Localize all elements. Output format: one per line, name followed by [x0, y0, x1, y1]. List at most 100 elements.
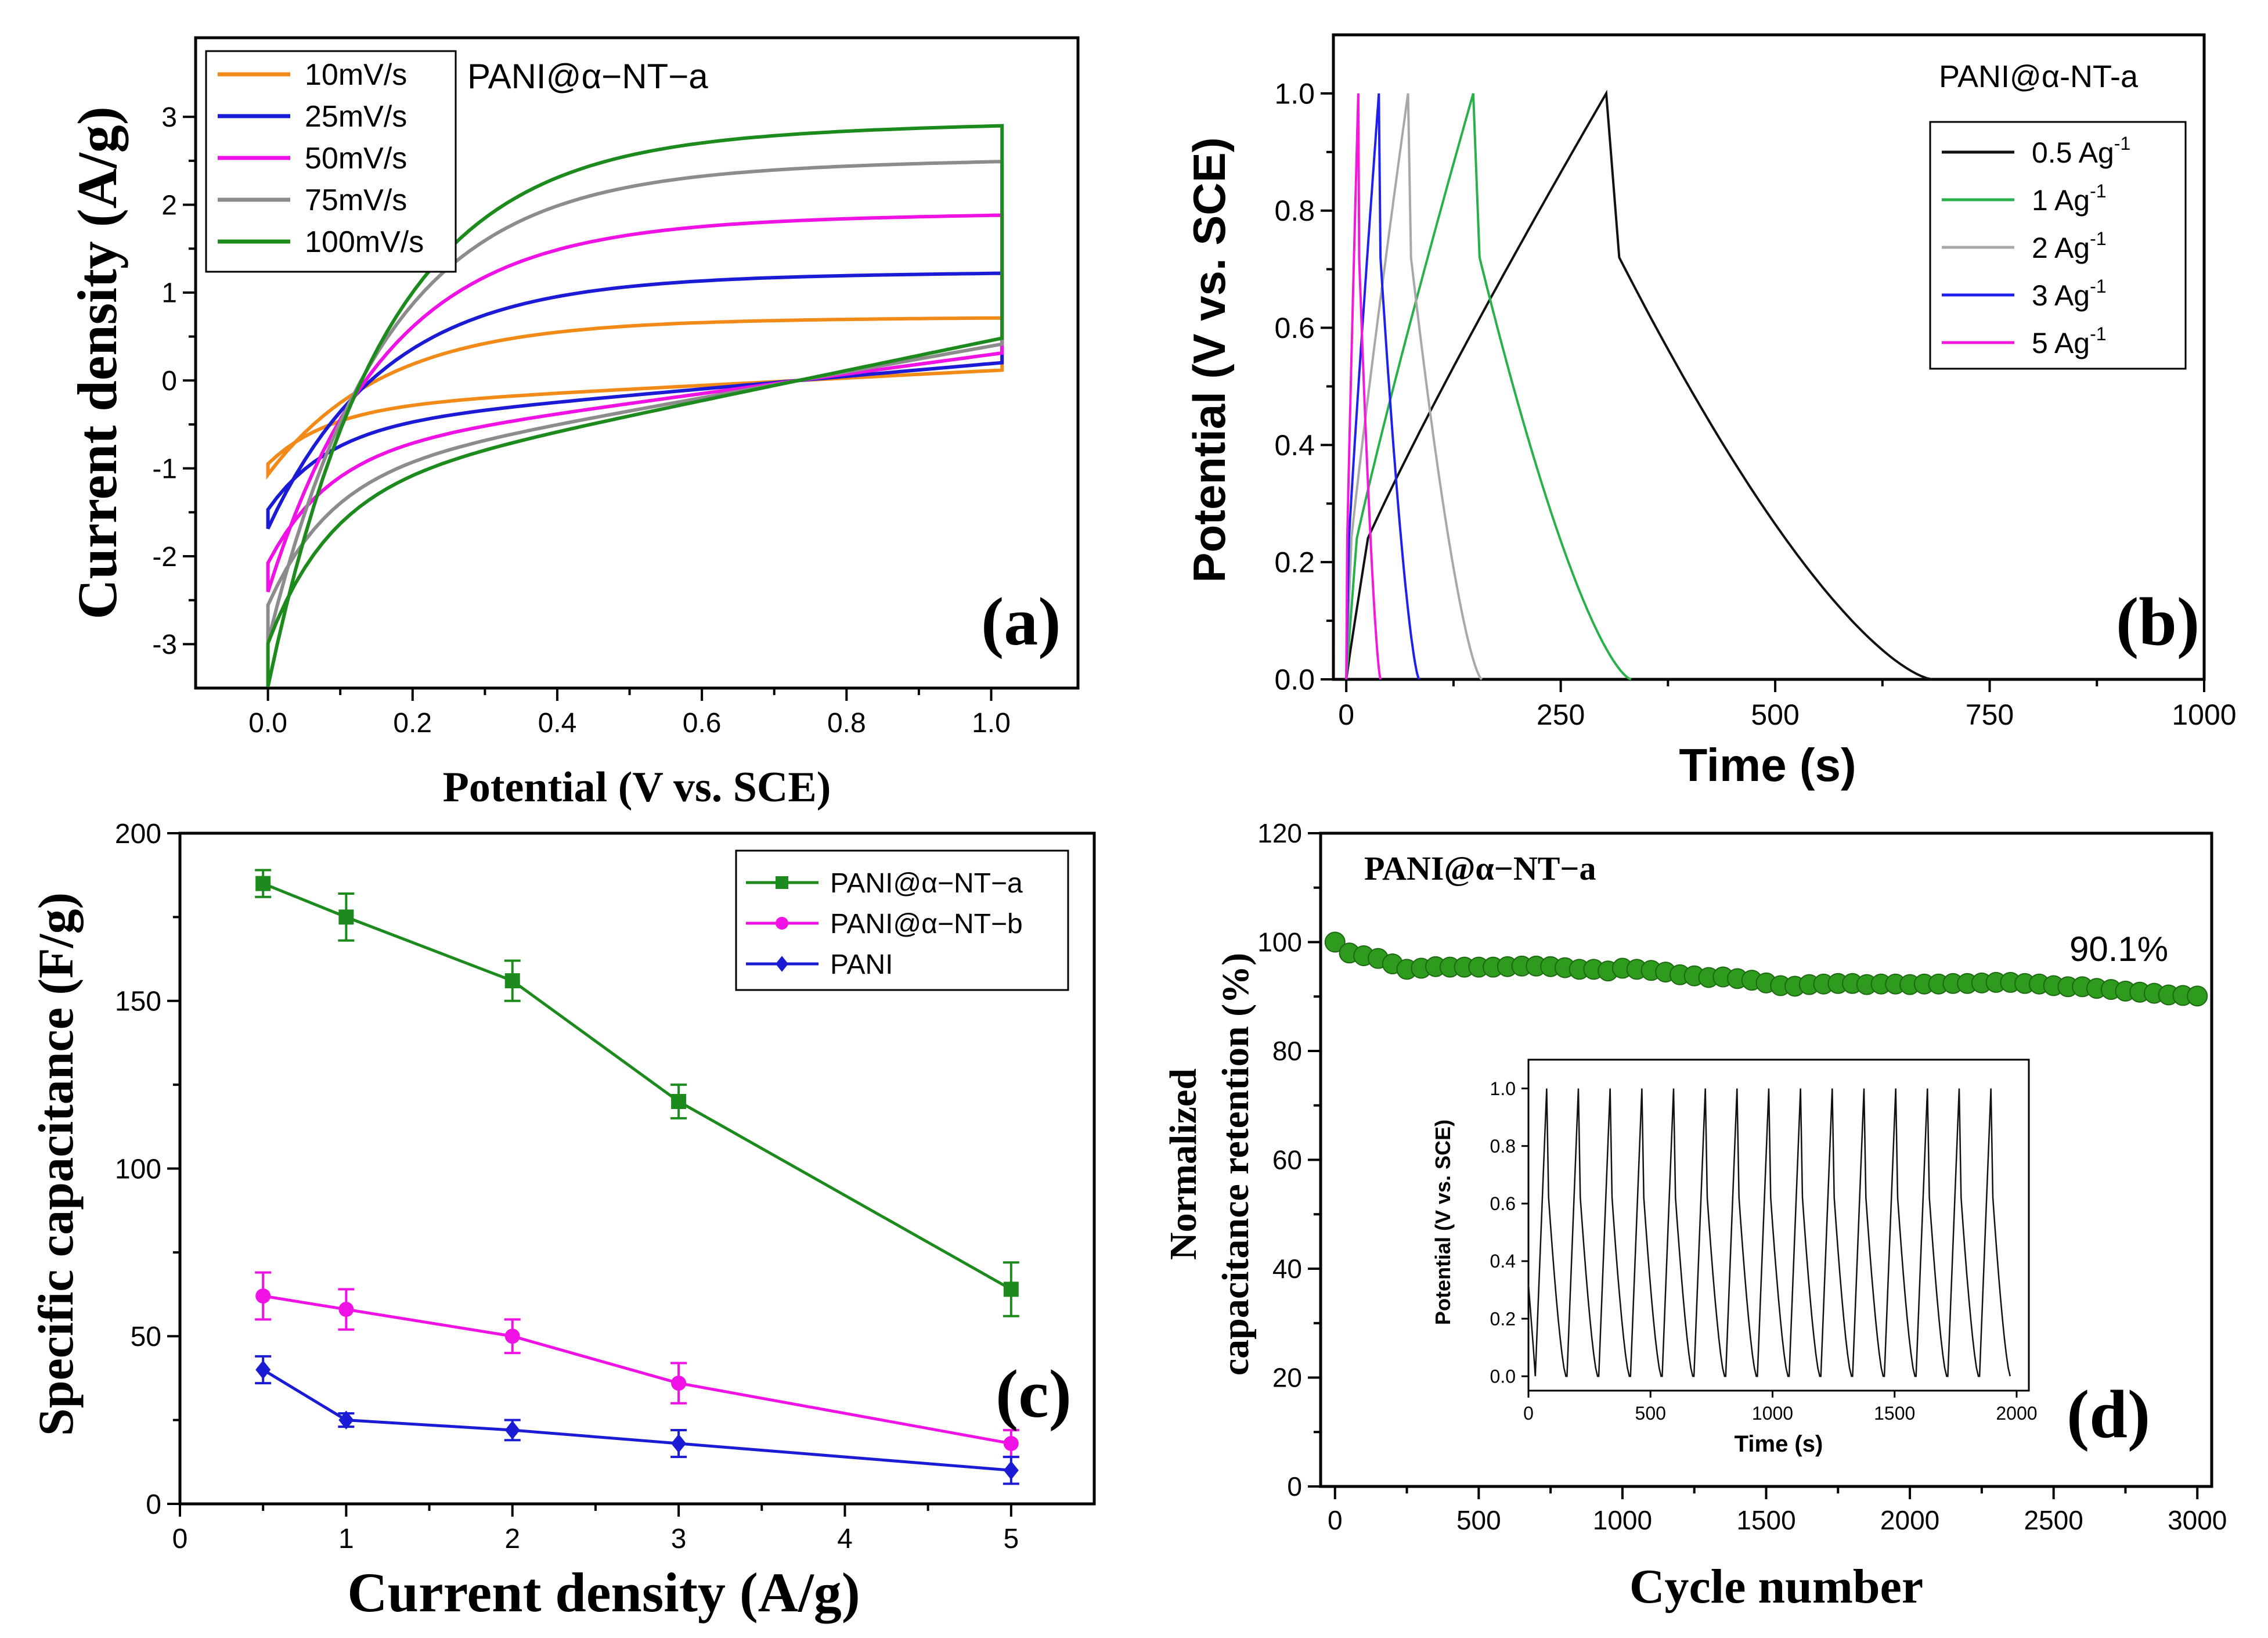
panel-d-ylabel-line1: Normalized: [1162, 1068, 1205, 1260]
y-tick-label: 100: [1257, 927, 1302, 957]
x-tick-label: 0.2: [393, 708, 432, 739]
y-tick-label: 120: [1257, 818, 1302, 848]
y-tick-label: 0.6: [1274, 312, 1315, 344]
gcd-curve-5: [1345, 93, 1382, 680]
inset-gcd-curve: [1527, 1088, 2011, 1377]
x-tick-label: 2500: [2024, 1505, 2083, 1535]
data-point: [671, 1434, 687, 1453]
data-point: [255, 1360, 271, 1380]
legend-label: PANI: [830, 949, 893, 980]
retention-point: [1324, 931, 1346, 953]
y-tick-label: -2: [152, 542, 177, 573]
panel-d-cycling-chart: 0 500 1000 1500 2000 2500 3000020406080100120 …: [1162, 818, 2227, 1614]
legend-exponent: -1: [2090, 276, 2106, 297]
y-tick-label: 0.8: [1490, 1136, 1516, 1157]
panel-a-legend: 10mV/s 25mV/s 50mV/s 75mV/s 100mV/s: [205, 50, 457, 273]
y-tick-label: 0.4: [1274, 429, 1315, 462]
panel-b-label: (b): [2116, 584, 2200, 660]
y-tick-label: -3: [152, 629, 177, 660]
y-tick-label: 0: [146, 1489, 161, 1520]
y-tick-label: 0: [161, 366, 177, 397]
y-tick-label: 20: [1272, 1363, 1302, 1393]
legend-exponent: -1: [2090, 228, 2106, 249]
y-tick-label: 80: [1272, 1036, 1302, 1066]
panel-b-gcd-chart: 0 250 500 750 1000 0.0 0.2 0.4 0.6 0.8 1.0 0.5 Ag-…: [1184, 33, 2237, 791]
panel-d-inset: 0 500 1000 1500 2000 0.0 0.2 0.4 0.6 0.8 1.0 Time …: [1431, 1059, 2038, 1457]
x-tick-label: 0: [1328, 1505, 1343, 1535]
gcd-curve-1: [1345, 93, 1632, 681]
panel-d-curves: [1324, 931, 2208, 1007]
gcd-curve-0.5: [1345, 89, 1932, 681]
x-tick-label: 1000: [2172, 699, 2236, 731]
panel-a-frame: [194, 36, 1080, 690]
panel-d-annotation: PANI@α−NT−a: [1364, 849, 1596, 887]
x-tick-label: 1: [338, 1524, 354, 1554]
panel-c-xlabel: Current density (A/g): [347, 1561, 860, 1623]
gcd-curve-3: [1345, 93, 1420, 681]
y-tick-label: 150: [115, 987, 161, 1017]
panel-d-inset-curve: [1527, 1088, 2011, 1377]
data-point: [504, 1420, 520, 1440]
panel-b-frame: [1332, 33, 2206, 681]
legend-label: 100mV/s: [305, 225, 424, 259]
panel-a-xlabel: Potential (V vs. SCE): [443, 764, 831, 811]
y-tick-label: 0.4: [1490, 1251, 1516, 1272]
y-tick-label: 0: [1287, 1471, 1302, 1502]
cv-loop-75mV/s: [266, 160, 1004, 643]
y-tick-label: 200: [115, 819, 161, 849]
data-point: [1003, 1436, 1019, 1452]
legend-label: 10mV/s: [305, 58, 407, 92]
x-tick-label: 0.4: [538, 708, 577, 739]
legend-exponent: -1: [2090, 323, 2106, 344]
y-tick-label: 50: [131, 1322, 161, 1352]
legend-label: PANI@α−NT−a: [830, 868, 1023, 899]
data-point: [671, 1376, 687, 1391]
y-tick-label: 1: [161, 278, 177, 309]
data-point: [671, 1094, 687, 1109]
y-tick-label: 0.2: [1490, 1308, 1516, 1329]
panel-d-inset-xlabel: Time (s): [1735, 1431, 1823, 1457]
data-point: [338, 1410, 354, 1430]
panel-c-legend: PANI@α−NT−a PANI@α−NT−b PANI: [735, 849, 1069, 991]
panel-b-legend: 0.5 Ag-11 Ag-12 Ag-13 Ag-15 Ag-1: [1929, 121, 2187, 370]
panel-a-legend-box: [205, 50, 457, 273]
panel-c-legend-box: [735, 849, 1069, 991]
legend-exponent: -1: [2090, 181, 2106, 201]
x-tick-label: 2000: [1996, 1403, 2037, 1424]
panel-a-ylabel: Current density (A/g): [66, 106, 128, 620]
y-tick-label: -1: [152, 453, 177, 484]
cv-loop-25mV/s: [266, 271, 1004, 530]
panel-d-final-retention: 90.1%: [2069, 930, 2168, 969]
panel-d-ylabel-line2: capacitance retention (%): [1214, 953, 1257, 1376]
cv-loop-50mV/s: [266, 213, 1004, 593]
panel-a-label: (a): [981, 584, 1061, 660]
data-point: [338, 1302, 354, 1317]
data-point: [776, 917, 788, 930]
x-tick-label: 1500: [1736, 1505, 1795, 1535]
legend-label: 75mV/s: [305, 183, 407, 217]
y-tick-label: 0.2: [1274, 546, 1315, 579]
data-point: [1003, 1461, 1019, 1480]
data-point: [1003, 1281, 1019, 1297]
panel-d-inset-axes: 0 500 1000 1500 2000 0.0 0.2 0.4 0.6 0.8 1.0: [1490, 1078, 2038, 1424]
data-point: [776, 956, 788, 972]
panel-c-label: (c): [996, 1356, 1072, 1432]
retention-point: [2187, 985, 2208, 1007]
y-tick-label: 1.0: [1274, 77, 1315, 110]
legend-label: 25mV/s: [305, 100, 407, 134]
panel-d-label: (d): [2067, 1376, 2150, 1452]
cv-loop-10mV/s: [266, 316, 1004, 480]
x-tick-label: 0: [1523, 1403, 1534, 1424]
y-tick-label: 40: [1272, 1254, 1302, 1284]
y-tick-label: 0.8: [1274, 195, 1315, 227]
y-tick-label: 0.6: [1490, 1193, 1516, 1214]
x-tick-label: 0.6: [683, 708, 722, 739]
x-tick-label: 3000: [2168, 1505, 2227, 1535]
panel-d-inset-ylabel: Potential (V vs. SCE): [1431, 1119, 1455, 1325]
y-tick-label: 0.0: [1490, 1366, 1516, 1387]
x-tick-label: 1000: [1752, 1403, 1793, 1424]
data-point: [338, 909, 354, 925]
data-point: [504, 973, 520, 989]
x-tick-label: 2000: [1880, 1505, 1939, 1535]
